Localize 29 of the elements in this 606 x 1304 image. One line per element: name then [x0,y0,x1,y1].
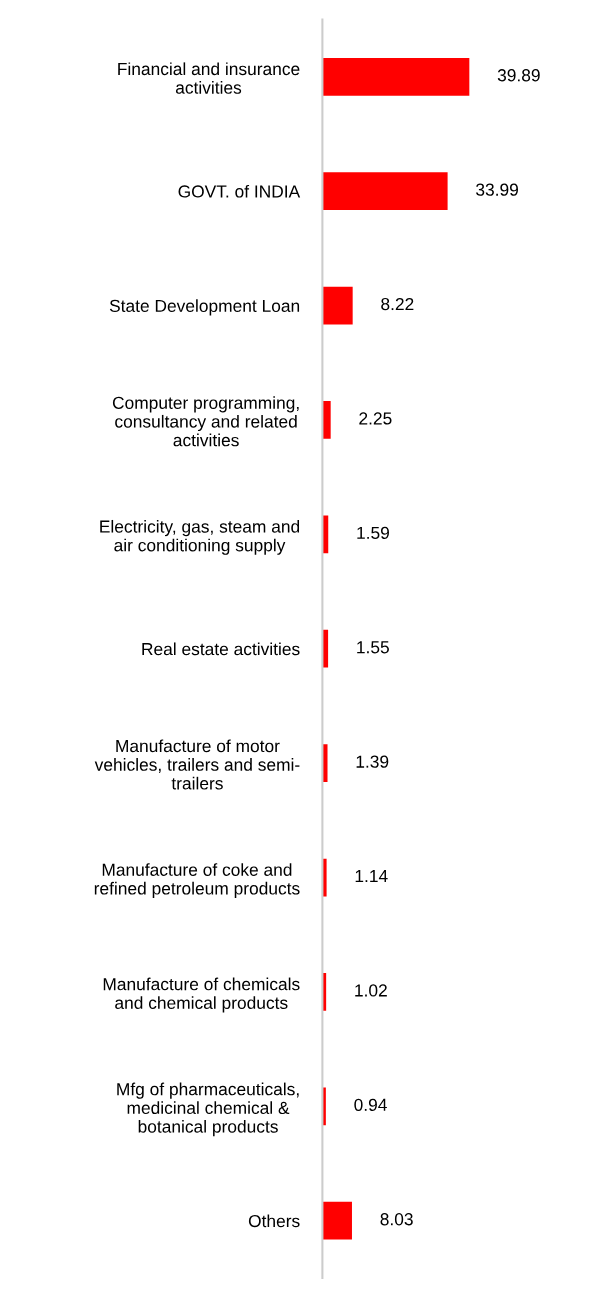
y-tick-label: Computer programming, consultancy and related activities [112,396,299,447]
data-label: 8.03 [380,1213,413,1226]
y-tick-label: Electricity, gas, steam and air conditioning supply [100,519,300,555]
y-tick-label: State Development Loan [109,299,300,316]
y-tick-label: GOVT. of INDIA [178,184,301,198]
data-label: 1.55 [357,641,389,654]
data-label: 2.25 [359,412,392,425]
data-label: 33.99 [476,183,518,196]
bar [322,286,353,325]
data-label: 1.39 [356,755,389,768]
y-tick-label: Manufacture of chemicals and chemical products [103,977,300,1013]
bar [322,744,328,783]
data-label: 39.89 [497,69,540,82]
bar [322,57,470,96]
bar [322,401,331,439]
y-tick-label: Manufacture of motor vehicles, trailers and semi- trailers [94,739,300,790]
y-tick-label: Manufacture of coke and refined petroleum products [94,863,300,899]
data-label: 0.94 [354,1098,387,1111]
y-tick-label: Real estate activities [142,642,300,656]
data-label: 1.02 [355,984,387,997]
y-tick-label: Financial and insurance activities [118,62,300,94]
y-tick-label: Others [248,1214,300,1228]
bar [322,858,327,897]
data-label: 1.14 [355,870,388,883]
data-label: 8.22 [381,297,414,311]
bar [322,1201,352,1240]
y-tick-label: Mfg of pharmaceuticals, medicinal chemical & botanical products [117,1082,299,1137]
bar [322,172,448,211]
data-label: 1.59 [357,526,389,539]
